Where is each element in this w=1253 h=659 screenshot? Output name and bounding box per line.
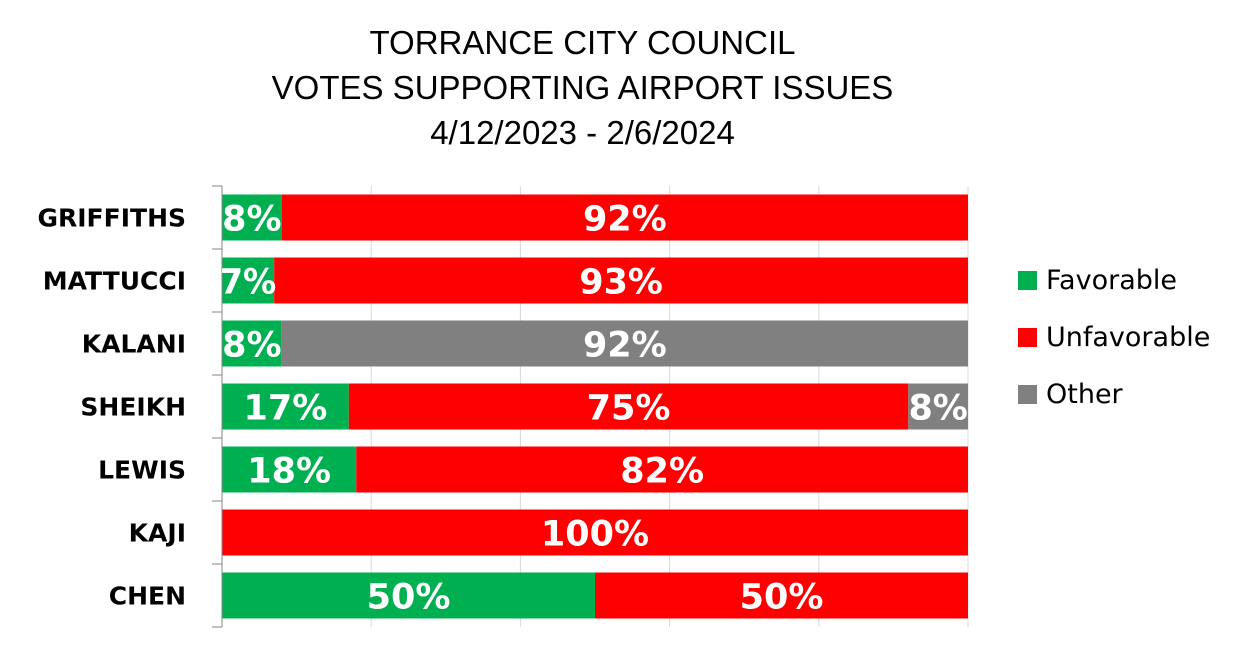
category-label: SHEIKH [80,393,186,422]
category-label: MATTUCCI [43,267,186,296]
legend-item-unfavorable: Unfavorable [1018,309,1210,366]
axes [212,185,223,628]
bar-segment-unfavorable [356,446,968,493]
data-label: 50% [367,578,451,618]
bar-segment-unfavorable [595,572,968,619]
data-label: 75% [587,389,671,429]
chart-title-line-3: 4/12/2023 - 2/6/2024 [430,114,735,151]
bar-segment-favorable [222,572,595,619]
legend-swatch [1018,385,1037,404]
legend-label: Other [1046,379,1123,410]
data-label: 92% [583,200,667,240]
data-label: 93% [579,263,663,303]
data-label: 100% [541,515,649,555]
legend-item-other: Other [1018,366,1210,423]
legend-item-favorable: Favorable [1018,252,1210,309]
bar-segment-other [908,383,968,430]
bar-segment-unfavorable [281,194,968,241]
chart-title: TORRANCE CITY COUNCIL VOTES SUPPORTING A… [0,20,1165,155]
legend-swatch [1018,271,1037,290]
bar-segment-other [281,320,968,367]
bar-segment-favorable [222,383,349,430]
bar-segment-unfavorable [274,257,969,304]
bar-segment-favorable [222,446,357,493]
data-label: 17% [244,389,328,429]
bar-segment-unfavorable [222,509,968,556]
category-label: CHEN [109,582,186,611]
labels: 8% 92% GRIFFITHS 7% 93% MATTUCCI 8% 92% KALANI 17… [37,200,967,618]
data-label: 92% [583,326,667,366]
chart-title-line-1: TORRANCE CITY COUNCIL [369,24,796,61]
legend: Favorable Unfavorable Other [1018,252,1210,423]
data-label: 8% [222,326,281,366]
bars [222,194,969,619]
legend-label: Unfavorable [1046,322,1211,353]
bar-segment-favorable [222,320,282,367]
data-label: 18% [247,452,331,492]
legend-label: Favorable [1046,265,1177,296]
bar-segment-unfavorable [348,383,909,430]
data-label: 7% [220,263,276,303]
category-label: GRIFFITHS [37,204,186,233]
category-label: KAJI [129,519,186,548]
data-label: 8% [222,200,281,240]
bar-segment-favorable [222,257,275,304]
data-label: 50% [740,578,824,618]
chart-title-line-2: VOTES SUPPORTING AIRPORT ISSUES [271,69,894,106]
category-label: LEWIS [98,456,186,485]
data-label: 8% [908,389,967,429]
legend-swatch [1018,328,1037,347]
category-label: KALANI [82,330,186,359]
data-label: 82% [620,452,704,492]
bar-segment-favorable [222,194,282,241]
